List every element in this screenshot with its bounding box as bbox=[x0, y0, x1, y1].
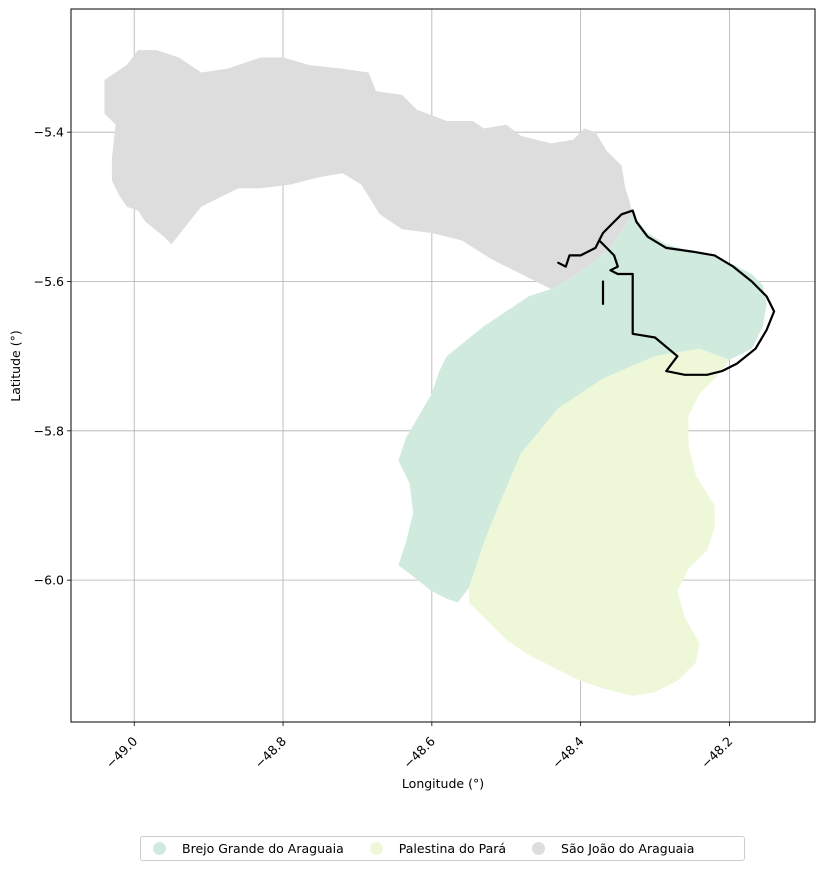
x-tick-label: −49.0 bbox=[103, 733, 141, 771]
y-axis-label: Latitude (°) bbox=[8, 330, 23, 401]
x-tick-label: −48.2 bbox=[698, 734, 736, 772]
y-tick-label: −5.6 bbox=[34, 274, 64, 289]
plot-frame bbox=[70, 8, 816, 723]
y-tick-label: −6.0 bbox=[34, 573, 64, 588]
legend-label: São João do Araguaia bbox=[561, 841, 695, 856]
legend-swatch-palestina-icon bbox=[369, 842, 383, 855]
legend-item-palestina: Palestina do Pará bbox=[369, 841, 507, 856]
legend: Brejo Grande do Araguaia Palestina do Pa… bbox=[140, 836, 745, 861]
y-tick-label: −5.4 bbox=[34, 125, 64, 140]
x-tick-label: −48.4 bbox=[549, 733, 587, 771]
region-sao-joao-do-araguaia bbox=[104, 50, 633, 289]
region-palestina-do-para bbox=[469, 348, 730, 696]
legend-label: Palestina do Pará bbox=[398, 841, 507, 856]
legend-item-sao-joao: São João do Araguaia bbox=[532, 841, 694, 856]
x-axis-label: Longitude (°) bbox=[402, 776, 484, 791]
legend-label: Brejo Grande do Araguaia bbox=[182, 841, 344, 856]
boundary-outline bbox=[557, 209, 776, 376]
y-tick-label: −5.8 bbox=[34, 423, 64, 438]
x-tick-label: −48.8 bbox=[251, 733, 289, 771]
legend-swatch-brejo-grande-icon bbox=[153, 842, 166, 855]
legend-swatch-sao-joao-icon bbox=[532, 842, 546, 855]
legend-item-brejo-grande: Brejo Grande do Araguaia bbox=[153, 841, 344, 856]
region-brejo-grande-do-araguaia bbox=[398, 214, 767, 603]
boundary-outline-path bbox=[557, 209, 776, 376]
municipality-regions bbox=[104, 50, 767, 696]
x-tick-label: −48.6 bbox=[400, 733, 438, 771]
